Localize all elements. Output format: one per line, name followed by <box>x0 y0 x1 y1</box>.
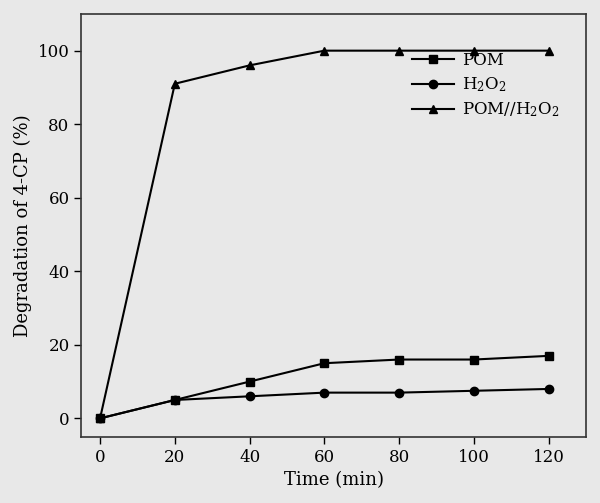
Y-axis label: Degradation of 4-CP (%): Degradation of 4-CP (%) <box>14 114 32 337</box>
POM <box>246 379 253 385</box>
POM//H$_2$O$_2$ <box>246 62 253 68</box>
POM//H$_2$O$_2$ <box>171 81 178 87</box>
POM//H$_2$O$_2$ <box>545 48 553 54</box>
POM <box>97 415 104 422</box>
POM//H$_2$O$_2$ <box>97 415 104 422</box>
H$_2$O$_2$ <box>246 393 253 399</box>
POM//H$_2$O$_2$ <box>395 48 403 54</box>
H$_2$O$_2$ <box>321 390 328 396</box>
POM <box>470 357 478 363</box>
Line: H$_2$O$_2$: H$_2$O$_2$ <box>96 385 553 423</box>
H$_2$O$_2$ <box>395 390 403 396</box>
H$_2$O$_2$ <box>545 386 553 392</box>
H$_2$O$_2$ <box>97 415 104 422</box>
POM//H$_2$O$_2$ <box>321 48 328 54</box>
Line: POM//H$_2$O$_2$: POM//H$_2$O$_2$ <box>96 46 553 423</box>
Legend: POM, H$_2$O$_2$, POM//H$_2$O$_2$: POM, H$_2$O$_2$, POM//H$_2$O$_2$ <box>404 43 568 128</box>
POM <box>395 357 403 363</box>
POM <box>171 397 178 403</box>
H$_2$O$_2$ <box>470 388 478 394</box>
POM <box>545 353 553 359</box>
X-axis label: Time (min): Time (min) <box>284 471 384 489</box>
POM <box>321 360 328 366</box>
POM//H$_2$O$_2$ <box>470 48 478 54</box>
Line: POM: POM <box>96 352 553 423</box>
H$_2$O$_2$ <box>171 397 178 403</box>
